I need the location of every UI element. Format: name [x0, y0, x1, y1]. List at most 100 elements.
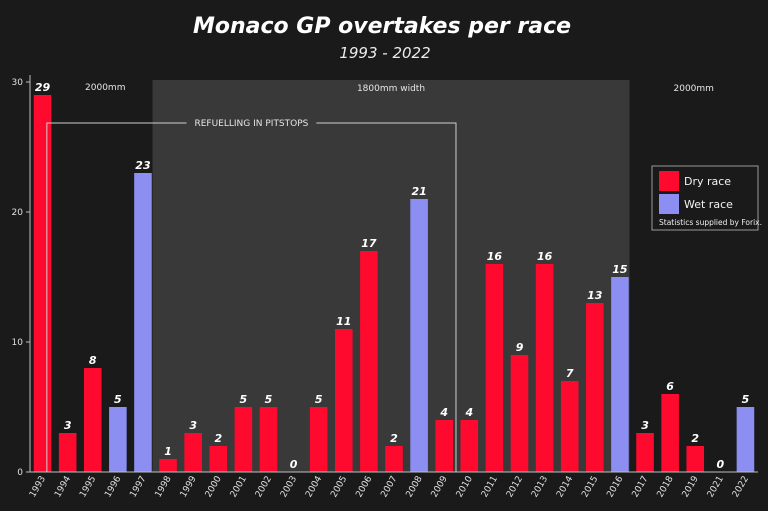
x-tick-label-2019: 2019	[681, 474, 701, 499]
value-label-2010: 4	[464, 406, 473, 419]
width-1800mm-region	[152, 80, 630, 472]
x-tick-label-1998: 1998	[154, 474, 174, 499]
value-label-1993: 29	[35, 81, 51, 94]
bar-2018	[661, 394, 679, 472]
value-label-2005: 11	[336, 315, 351, 328]
value-label-2008: 21	[411, 185, 426, 198]
bar-1999	[184, 433, 202, 472]
value-label-2012: 9	[516, 341, 524, 354]
x-tick-label-2007: 2007	[379, 475, 399, 500]
x-tick-label-2005: 2005	[329, 475, 349, 500]
x-tick-label-2012: 2012	[505, 475, 525, 500]
value-label-2011: 16	[487, 250, 503, 263]
value-label-2009: 4	[439, 406, 448, 419]
refuelling-label: REFUELLING IN PITSTOPS	[194, 119, 308, 129]
bar-2022	[736, 407, 755, 472]
x-tick-label-1994: 1994	[53, 474, 73, 499]
x-tick-label-1995: 1995	[78, 475, 98, 500]
value-label-2006: 17	[361, 237, 377, 250]
value-label-1995: 8	[89, 354, 97, 367]
bar-2012	[510, 355, 529, 472]
x-tick-label-1999: 1999	[179, 474, 199, 499]
bar-2016	[611, 277, 629, 472]
legend-label-dry: Dry race	[684, 175, 731, 188]
bar-2009	[435, 420, 453, 472]
width-2000mm-right-label: 2000mm	[674, 84, 714, 94]
bar-1995	[83, 368, 102, 472]
bar-2017	[636, 433, 654, 472]
refuelling-bracket	[46, 122, 457, 472]
value-label-1994: 3	[64, 419, 72, 432]
bar-2014	[560, 381, 579, 472]
x-tick-label-1996: 1996	[103, 474, 123, 499]
value-label-2004: 5	[315, 393, 323, 406]
bar-2007	[385, 446, 403, 472]
chart-title: Monaco GP overtakes per race	[193, 14, 571, 39]
value-label-1998: 1	[164, 445, 172, 458]
width-1800mm-label: 1800mm width	[357, 84, 425, 94]
x-tick-label-2021: 2021	[706, 475, 726, 500]
bar-2019	[686, 446, 705, 472]
x-tick-label-2009: 2009	[430, 474, 450, 499]
legend-swatch-wet	[659, 194, 679, 214]
bar-2013	[535, 264, 554, 472]
value-label-2007: 2	[390, 432, 398, 445]
x-tick-label-2001: 2001	[229, 475, 249, 500]
x-tick-label-2003: 2003	[279, 475, 299, 500]
y-tick-label-0: 0	[17, 468, 23, 478]
value-label-2019: 2	[691, 432, 699, 445]
value-label-2018: 6	[666, 380, 674, 393]
x-tick-label-2000: 2000	[204, 474, 224, 499]
x-tick-label-2004: 2004	[304, 474, 324, 499]
y-tick-label-30: 30	[12, 78, 24, 88]
bar-2006	[360, 251, 378, 472]
legend: Dry race Wet race Statistics supplied by…	[651, 165, 762, 231]
value-label-2001: 5	[240, 393, 248, 406]
bars-layer	[33, 95, 755, 472]
x-tick-label-2013: 2013	[530, 475, 550, 500]
bar-1998	[159, 459, 177, 472]
source-note: Statistics supplied by Forix.	[659, 218, 762, 227]
chart-subtitle: 1993 - 2022	[339, 44, 430, 62]
x-tick-label-2010: 2010	[455, 474, 475, 499]
x-tick-label-2008: 2008	[405, 474, 425, 499]
value-label-1996: 5	[114, 393, 122, 406]
bar-2015	[586, 303, 604, 472]
bar-2004	[309, 407, 328, 472]
width-2000mm-left-label: 2000mm	[85, 83, 125, 93]
value-label-2021: 0	[717, 458, 725, 471]
value-label-1997: 23	[135, 159, 151, 172]
bar-2001	[234, 407, 253, 472]
x-tick-label-2014: 2014	[555, 474, 575, 499]
x-tick-label-2011: 2011	[480, 475, 500, 500]
bar-2002	[259, 407, 278, 472]
value-label-2014: 7	[566, 367, 574, 380]
bar-2005	[335, 329, 353, 472]
x-tick-label-2002: 2002	[254, 475, 274, 500]
bar-1994	[58, 433, 77, 472]
x-tick-label-2016: 2016	[605, 474, 625, 499]
value-label-1999: 3	[189, 419, 197, 432]
bar-1996	[109, 407, 127, 472]
legend-swatch-dry	[659, 171, 679, 191]
value-label-2022: 5	[742, 393, 750, 406]
value-label-2000: 2	[214, 432, 222, 445]
value-label-2016: 15	[612, 263, 628, 276]
value-label-2003: 0	[290, 458, 298, 471]
legend-label-wet: Wet race	[684, 198, 733, 211]
bar-2000	[209, 446, 228, 472]
bar-2011	[485, 264, 504, 472]
x-tick-label-1993: 1993	[28, 475, 48, 500]
x-tick-label-2017: 2017	[631, 475, 651, 500]
value-label-2015: 13	[587, 289, 603, 302]
bar-2010	[460, 420, 479, 472]
y-tick-label-10: 10	[12, 338, 24, 348]
x-tick-label-2015: 2015	[580, 475, 600, 500]
bar-2008	[410, 199, 428, 472]
bar-1997	[134, 173, 152, 472]
x-tick-label-2018: 2018	[656, 474, 676, 499]
value-label-2013: 16	[537, 250, 553, 263]
x-tick-label-1997: 1997	[128, 475, 148, 500]
